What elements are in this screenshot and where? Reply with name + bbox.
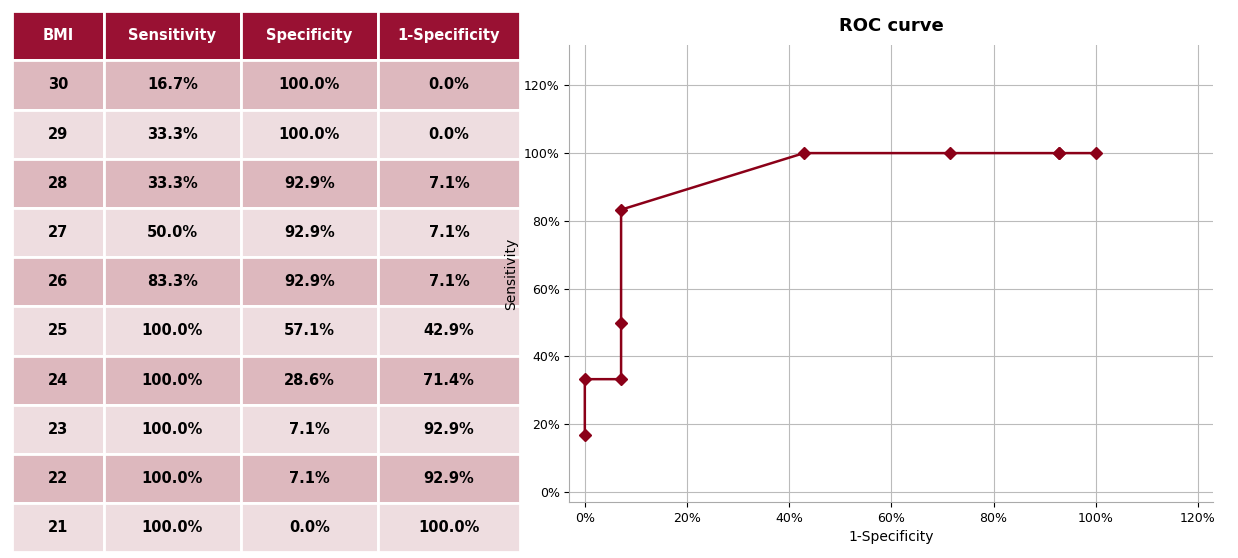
FancyBboxPatch shape [241,503,378,552]
Text: 7.1%: 7.1% [428,176,469,191]
FancyBboxPatch shape [104,454,241,503]
Text: 23: 23 [48,422,68,437]
FancyBboxPatch shape [241,306,378,355]
FancyBboxPatch shape [378,306,520,355]
Text: 7.1%: 7.1% [428,275,469,289]
Text: 71.4%: 71.4% [423,373,474,388]
FancyBboxPatch shape [378,503,520,552]
Text: 29: 29 [48,127,68,142]
Text: 16.7%: 16.7% [147,78,198,93]
FancyBboxPatch shape [241,257,378,306]
FancyBboxPatch shape [12,306,104,355]
FancyBboxPatch shape [104,355,241,405]
Text: 100.0%: 100.0% [141,422,203,437]
Text: 92.9%: 92.9% [423,471,474,486]
Text: 92.9%: 92.9% [284,225,334,240]
FancyBboxPatch shape [104,405,241,454]
Text: 100.0%: 100.0% [418,520,479,535]
Text: Specificity: Specificity [266,28,353,44]
Text: 25: 25 [48,324,68,339]
FancyBboxPatch shape [104,208,241,257]
FancyBboxPatch shape [104,159,241,208]
Text: 100.0%: 100.0% [279,127,340,142]
Text: 28.6%: 28.6% [284,373,334,388]
Text: 92.9%: 92.9% [423,422,474,437]
Text: 7.1%: 7.1% [288,471,329,486]
FancyBboxPatch shape [378,355,520,405]
Text: 50.0%: 50.0% [147,225,198,240]
Text: 1-Specificity: 1-Specificity [397,28,500,44]
FancyBboxPatch shape [378,11,520,60]
FancyBboxPatch shape [378,257,520,306]
FancyBboxPatch shape [12,109,104,159]
Text: 100.0%: 100.0% [279,78,340,93]
Text: 7.1%: 7.1% [288,422,329,437]
Text: 28: 28 [48,176,68,191]
FancyBboxPatch shape [378,208,520,257]
FancyBboxPatch shape [104,11,241,60]
Text: 27: 27 [48,225,68,240]
FancyBboxPatch shape [12,11,104,60]
Text: 24: 24 [48,373,68,388]
Text: 33.3%: 33.3% [147,127,198,142]
FancyBboxPatch shape [378,454,520,503]
Text: 0.0%: 0.0% [288,520,329,535]
Text: BMI: BMI [42,28,74,44]
Text: 100.0%: 100.0% [141,373,203,388]
Text: 21: 21 [48,520,68,535]
Text: 83.3%: 83.3% [147,275,198,289]
Y-axis label: Sensitivity: Sensitivity [504,237,519,310]
FancyBboxPatch shape [12,454,104,503]
FancyBboxPatch shape [378,159,520,208]
Text: 42.9%: 42.9% [423,324,474,339]
FancyBboxPatch shape [12,503,104,552]
Text: 0.0%: 0.0% [428,127,469,142]
Text: 22: 22 [48,471,68,486]
FancyBboxPatch shape [241,454,378,503]
FancyBboxPatch shape [378,60,520,109]
Text: 57.1%: 57.1% [284,324,334,339]
FancyBboxPatch shape [241,208,378,257]
Text: 26: 26 [48,275,68,289]
FancyBboxPatch shape [378,109,520,159]
FancyBboxPatch shape [104,306,241,355]
Text: 100.0%: 100.0% [141,520,203,535]
FancyBboxPatch shape [241,405,378,454]
FancyBboxPatch shape [12,60,104,109]
Text: 92.9%: 92.9% [284,176,334,191]
FancyBboxPatch shape [241,109,378,159]
Text: Sensitivity: Sensitivity [129,28,217,44]
Text: 100.0%: 100.0% [141,471,203,486]
FancyBboxPatch shape [241,355,378,405]
FancyBboxPatch shape [241,11,378,60]
Text: 33.3%: 33.3% [147,176,198,191]
FancyBboxPatch shape [12,208,104,257]
FancyBboxPatch shape [12,257,104,306]
FancyBboxPatch shape [241,159,378,208]
Text: 0.0%: 0.0% [428,78,469,93]
FancyBboxPatch shape [104,503,241,552]
FancyBboxPatch shape [12,405,104,454]
Text: 30: 30 [48,78,68,93]
Text: 7.1%: 7.1% [428,225,469,240]
FancyBboxPatch shape [12,159,104,208]
Text: 92.9%: 92.9% [284,275,334,289]
FancyBboxPatch shape [104,60,241,109]
Text: 100.0%: 100.0% [141,324,203,339]
X-axis label: 1-Specificity: 1-Specificity [848,531,935,545]
FancyBboxPatch shape [241,60,378,109]
Title: ROC curve: ROC curve [839,17,943,35]
FancyBboxPatch shape [104,109,241,159]
FancyBboxPatch shape [104,257,241,306]
FancyBboxPatch shape [12,355,104,405]
FancyBboxPatch shape [378,405,520,454]
